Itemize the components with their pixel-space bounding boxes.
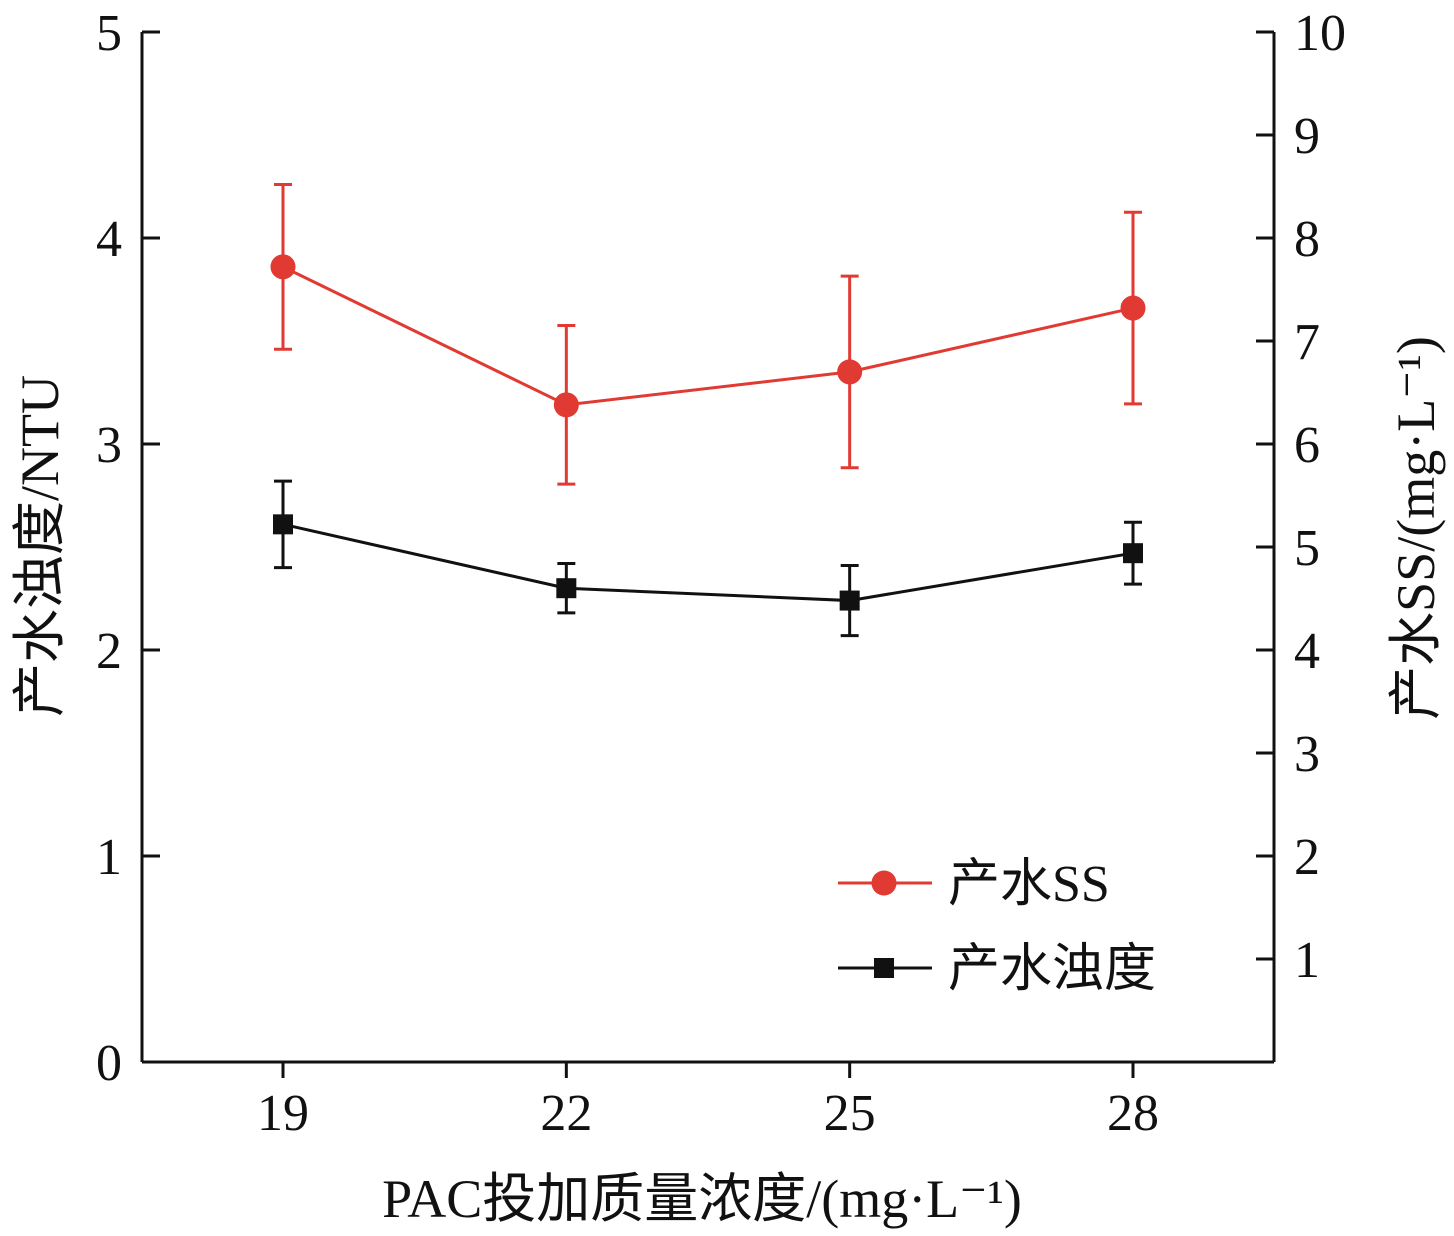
x-tick-label: 28 <box>1107 1085 1159 1142</box>
legend: 产水SS 产水浊度 <box>838 856 1156 998</box>
series-line <box>282 265 1134 407</box>
legend-label: 产水浊度 <box>948 941 1156 998</box>
data-point <box>273 514 293 535</box>
y-right-tick-label: 1 <box>1294 932 1320 989</box>
legend-marker <box>871 870 897 896</box>
y-right-tick-label: 10 <box>1294 5 1346 62</box>
y-left-tick-label: 1 <box>96 829 122 886</box>
y-right-tick-label: 4 <box>1294 623 1320 680</box>
legend-marker <box>874 958 894 978</box>
y-right-tick-label: 3 <box>1294 726 1320 783</box>
y-right-tick-label: 7 <box>1294 314 1320 371</box>
y-left-tick-label: 5 <box>96 5 122 62</box>
y-right-tick-label: 2 <box>1294 829 1320 886</box>
x-tick-label: 22 <box>540 1085 592 1142</box>
data-point <box>837 359 863 385</box>
x-axis-title: PAC投加质量浓度/(mg·L⁻¹) <box>382 1169 1022 1229</box>
y-right-tick-label: 9 <box>1294 108 1320 165</box>
y-right-tick-label: 6 <box>1294 417 1320 474</box>
y-left-tick-label: 4 <box>96 211 122 268</box>
series-2 <box>273 479 1143 638</box>
y-left-tick-label: 0 <box>96 1035 122 1092</box>
data-point <box>556 578 577 599</box>
series-1 <box>270 182 1146 486</box>
y-right-tick-label: 8 <box>1294 211 1320 268</box>
y-left-tick-label: 2 <box>96 623 122 680</box>
axes: 0 1 2 3 4 5 1 2 3 4 5 6 7 8 9 10 19 22 25 28 <box>96 5 1346 1142</box>
data-point <box>270 254 296 280</box>
data-point <box>839 590 860 611</box>
legend-item: 产水SS <box>838 856 1110 913</box>
x-tick-label: 25 <box>824 1085 876 1142</box>
y-right-tick-label: 5 <box>1294 520 1320 577</box>
data-point <box>553 392 579 418</box>
series-layer <box>270 182 1146 638</box>
data-point <box>1120 295 1146 321</box>
x-tick-label: 19 <box>257 1085 309 1142</box>
data-point <box>1123 543 1143 564</box>
legend-label: 产水SS <box>948 856 1110 913</box>
y-left-tick-label: 3 <box>96 417 122 474</box>
y-axis-title-right: 产水SS/(mg·L⁻¹) <box>1386 336 1446 720</box>
y-axis-title-left: 产水浊度/NTU <box>10 375 70 717</box>
series-line <box>282 522 1134 603</box>
legend-item: 产水浊度 <box>838 941 1156 998</box>
